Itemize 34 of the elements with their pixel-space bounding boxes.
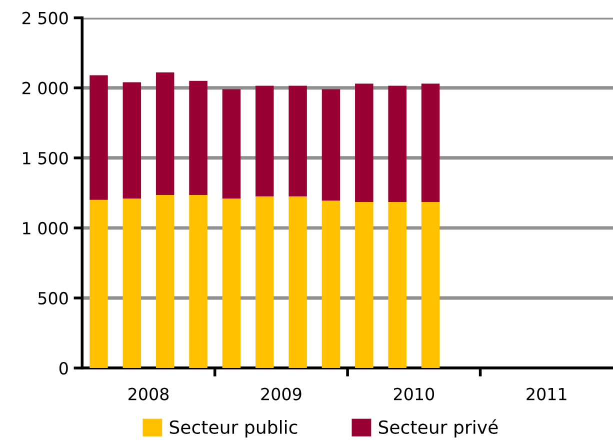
bar bbox=[322, 89, 340, 201]
bar bbox=[388, 86, 406, 202]
y-tick-label: 1 000 bbox=[23, 222, 68, 234]
bar bbox=[288, 86, 307, 196]
bar bbox=[256, 196, 274, 368]
bar bbox=[355, 84, 374, 202]
bar bbox=[322, 200, 340, 368]
bar bbox=[355, 202, 374, 368]
legend-label: Secteur privé bbox=[378, 419, 498, 438]
y-tick-label: 2 000 bbox=[22, 82, 68, 94]
x-tick-label: 2010 bbox=[394, 388, 434, 400]
bar bbox=[288, 196, 307, 368]
bar bbox=[156, 195, 174, 368]
bar bbox=[222, 89, 241, 199]
y-tick-label: 2 500 bbox=[22, 12, 68, 24]
bar bbox=[90, 75, 108, 200]
bar bbox=[122, 82, 142, 199]
bar bbox=[421, 202, 440, 368]
x-tick-label: 2011 bbox=[526, 388, 566, 400]
x-tick-label: 2008 bbox=[128, 388, 169, 400]
bar bbox=[388, 202, 406, 368]
bar bbox=[222, 198, 241, 368]
y-tick-label: 500 bbox=[38, 292, 68, 305]
bar bbox=[90, 200, 108, 368]
x-tick-label: 2009 bbox=[261, 388, 302, 400]
bar bbox=[189, 195, 208, 368]
legend-label: Secteur public bbox=[170, 420, 298, 438]
y-tick-label: 0 bbox=[59, 362, 68, 375]
bar bbox=[122, 198, 142, 368]
bar bbox=[421, 84, 440, 202]
bar bbox=[189, 80, 208, 196]
bar bbox=[156, 72, 174, 196]
y-tick-label: 1 500 bbox=[23, 152, 68, 164]
bar bbox=[256, 86, 274, 196]
